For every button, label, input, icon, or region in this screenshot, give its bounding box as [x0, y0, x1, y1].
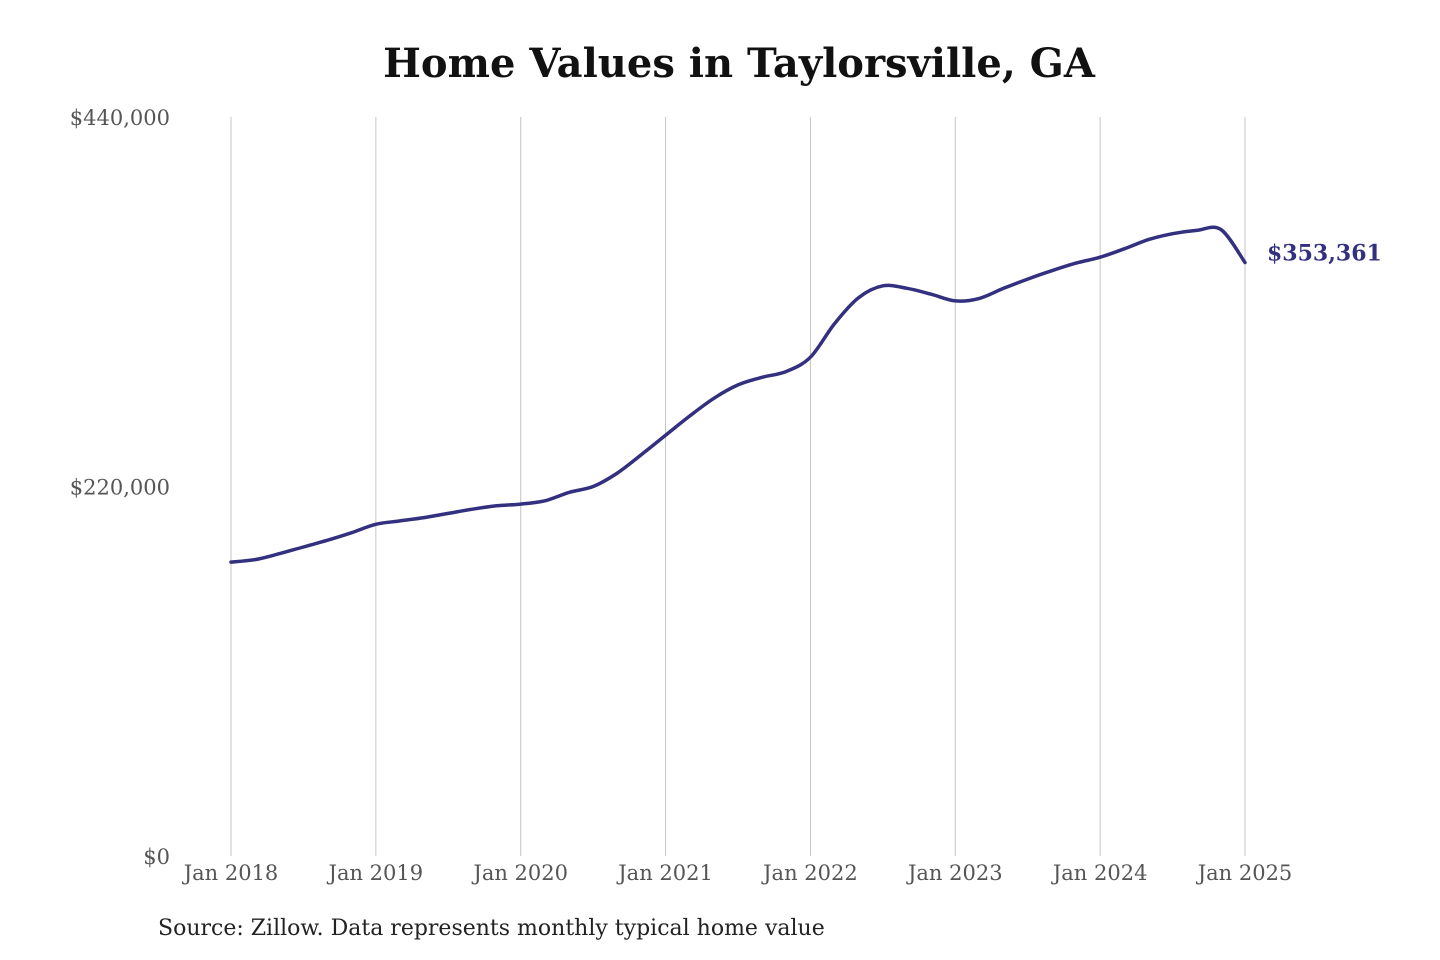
x-axis-ticks: Jan 2018 Jan 2019 Jan 2020 Jan 2021 Jan 2022…	[182, 861, 1293, 885]
x-tick-label: Jan 2020	[471, 861, 568, 885]
chart-title: Home Values in Taylorsville, GA	[383, 40, 1095, 87]
series-line	[229, 225, 1247, 564]
series-layer: $353,361	[229, 225, 1382, 564]
x-tick-label: Jan 2023	[906, 861, 1003, 885]
x-tick-label: Jan 2021	[616, 861, 713, 885]
y-tick-label: $0	[143, 845, 170, 869]
y-axis-ticks: $0 $220,000 $440,000	[70, 106, 170, 869]
end-value-label: $353,361	[1267, 241, 1382, 267]
source-note: Source: Zillow. Data represents monthly …	[158, 916, 825, 941]
x-tick-label: Jan 2018	[182, 861, 279, 885]
y-tick-label: $440,000	[70, 106, 170, 130]
y-tick-label: $220,000	[70, 476, 170, 500]
x-tick-label: Jan 2022	[761, 861, 858, 885]
x-tick-label: Jan 2024	[1051, 861, 1148, 885]
grid-lines	[230, 117, 1246, 856]
x-tick-label: Jan 2025	[1196, 861, 1293, 885]
x-tick-label: Jan 2019	[327, 861, 424, 885]
